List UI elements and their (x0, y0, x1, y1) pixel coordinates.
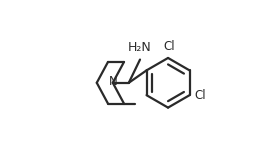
Text: N: N (108, 75, 117, 88)
Text: Cl: Cl (163, 40, 175, 53)
Text: Cl: Cl (195, 90, 206, 102)
Text: H₂N: H₂N (127, 41, 151, 54)
